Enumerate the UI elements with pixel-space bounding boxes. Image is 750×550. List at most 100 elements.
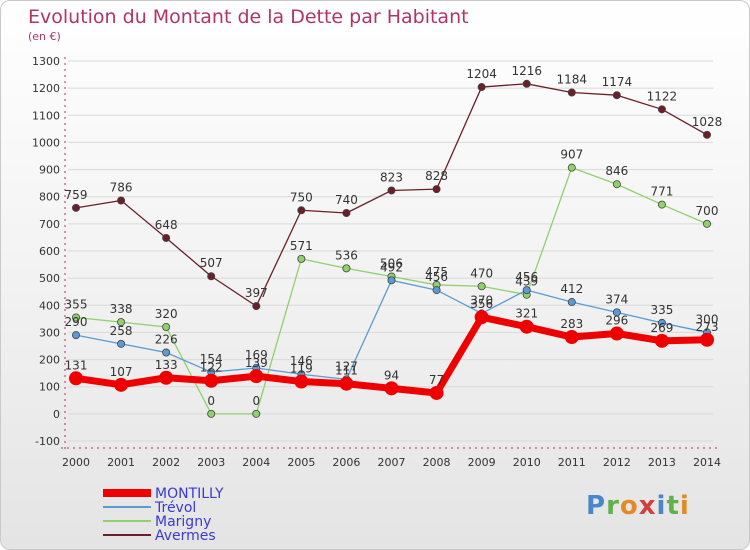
- y-tick-label: 200: [39, 354, 60, 367]
- data-point: [567, 88, 576, 97]
- y-tick-label: 0: [53, 408, 60, 421]
- data-label: 470: [470, 266, 493, 280]
- data-label: 492: [380, 260, 403, 274]
- x-tick-label: 2014: [693, 456, 721, 469]
- data-label: 412: [560, 282, 583, 296]
- y-tick-label: 1300: [32, 55, 60, 68]
- y-tick-label: 1200: [32, 82, 60, 95]
- data-point: [703, 219, 712, 228]
- x-tick-label: 2003: [197, 456, 225, 469]
- data-point: [72, 313, 81, 322]
- data-point: [249, 369, 264, 384]
- data-label: 771: [650, 185, 673, 199]
- data-label: 94: [384, 368, 399, 382]
- data-point: [477, 83, 486, 92]
- data-label: 506: [380, 257, 403, 271]
- chart-title: Evolution du Montant de la Dette par Hab…: [28, 6, 469, 28]
- data-point: [564, 330, 579, 345]
- data-label: 1122: [647, 89, 678, 103]
- data-point: [342, 264, 351, 273]
- data-point: [207, 272, 216, 281]
- data-point: [339, 376, 354, 391]
- x-tick-label: 2002: [152, 456, 180, 469]
- data-label: 146: [290, 354, 313, 368]
- data-label: 338: [110, 302, 133, 316]
- data-point: [429, 385, 444, 400]
- data-label: 0: [207, 394, 215, 408]
- data-point: [612, 91, 621, 100]
- data-label: 507: [200, 256, 223, 270]
- data-label: 169: [245, 348, 268, 362]
- data-point: [297, 254, 306, 263]
- data-point: [252, 302, 261, 311]
- data-label: 131: [65, 358, 88, 372]
- data-label: 1204: [466, 67, 497, 81]
- data-point: [72, 203, 81, 212]
- data-point: [72, 331, 81, 340]
- y-tick-label: 600: [39, 245, 60, 258]
- data-label: 290: [65, 315, 88, 329]
- data-label: 122: [200, 361, 223, 375]
- logo-letter: x: [638, 491, 657, 521]
- data-label: 536: [335, 248, 358, 262]
- data-point: [522, 79, 531, 88]
- data-point: [207, 409, 216, 418]
- logo-letter: P: [586, 491, 607, 521]
- y-tick-label: 1000: [32, 136, 60, 149]
- data-point: [432, 185, 441, 194]
- data-point: [117, 339, 126, 348]
- data-label: 0: [252, 394, 260, 408]
- data-label: 370: [470, 293, 493, 307]
- x-tick-label: 2011: [558, 456, 586, 469]
- data-label: 456: [515, 270, 538, 284]
- data-point: [159, 370, 174, 385]
- data-label: 269: [650, 321, 673, 335]
- data-label: 355: [65, 298, 88, 312]
- data-point: [657, 318, 666, 327]
- legend-label: Trévol: [154, 500, 196, 516]
- data-point: [657, 200, 666, 209]
- data-label: 296: [605, 314, 628, 328]
- data-label: 648: [155, 218, 178, 232]
- logo-letter: r: [606, 491, 620, 521]
- x-tick-label: 2006: [332, 456, 360, 469]
- data-point: [204, 373, 219, 388]
- data-point: [294, 374, 309, 389]
- y-tick-label: 100: [39, 381, 60, 394]
- data-label: 1028: [692, 115, 723, 129]
- data-point: [519, 319, 534, 334]
- data-label: 456: [425, 270, 448, 284]
- data-point: [567, 298, 576, 307]
- data-label: 759: [65, 188, 88, 202]
- logo-letter: o: [619, 491, 639, 521]
- data-label: 397: [245, 286, 268, 300]
- y-tick-label: 900: [39, 164, 60, 177]
- logo-letter: i: [656, 491, 667, 521]
- data-point: [342, 208, 351, 217]
- data-label: 226: [155, 333, 178, 347]
- data-point: [612, 308, 621, 317]
- data-label: 320: [155, 307, 178, 321]
- legend-label: Avermes: [155, 528, 216, 544]
- data-point: [387, 186, 396, 195]
- data-point: [703, 130, 712, 139]
- data-label: 300: [696, 312, 719, 326]
- data-label: 335: [650, 303, 673, 317]
- data-label: 439: [515, 275, 538, 289]
- legend-label: MONTILLY: [155, 486, 224, 502]
- data-point: [477, 282, 486, 291]
- x-tick-label: 2005: [287, 456, 315, 469]
- data-label: 750: [290, 190, 313, 204]
- data-label: 828: [425, 169, 448, 183]
- data-label: 119: [290, 362, 313, 376]
- y-tick-label: 1100: [32, 109, 60, 122]
- unit-label: (en €): [28, 30, 61, 43]
- data-label: 107: [110, 365, 133, 379]
- data-point: [297, 206, 306, 215]
- data-point: [700, 332, 714, 347]
- data-point: [612, 180, 621, 189]
- data-point: [117, 318, 126, 327]
- x-tick-label: 2001: [107, 456, 135, 469]
- data-label: 571: [290, 239, 313, 253]
